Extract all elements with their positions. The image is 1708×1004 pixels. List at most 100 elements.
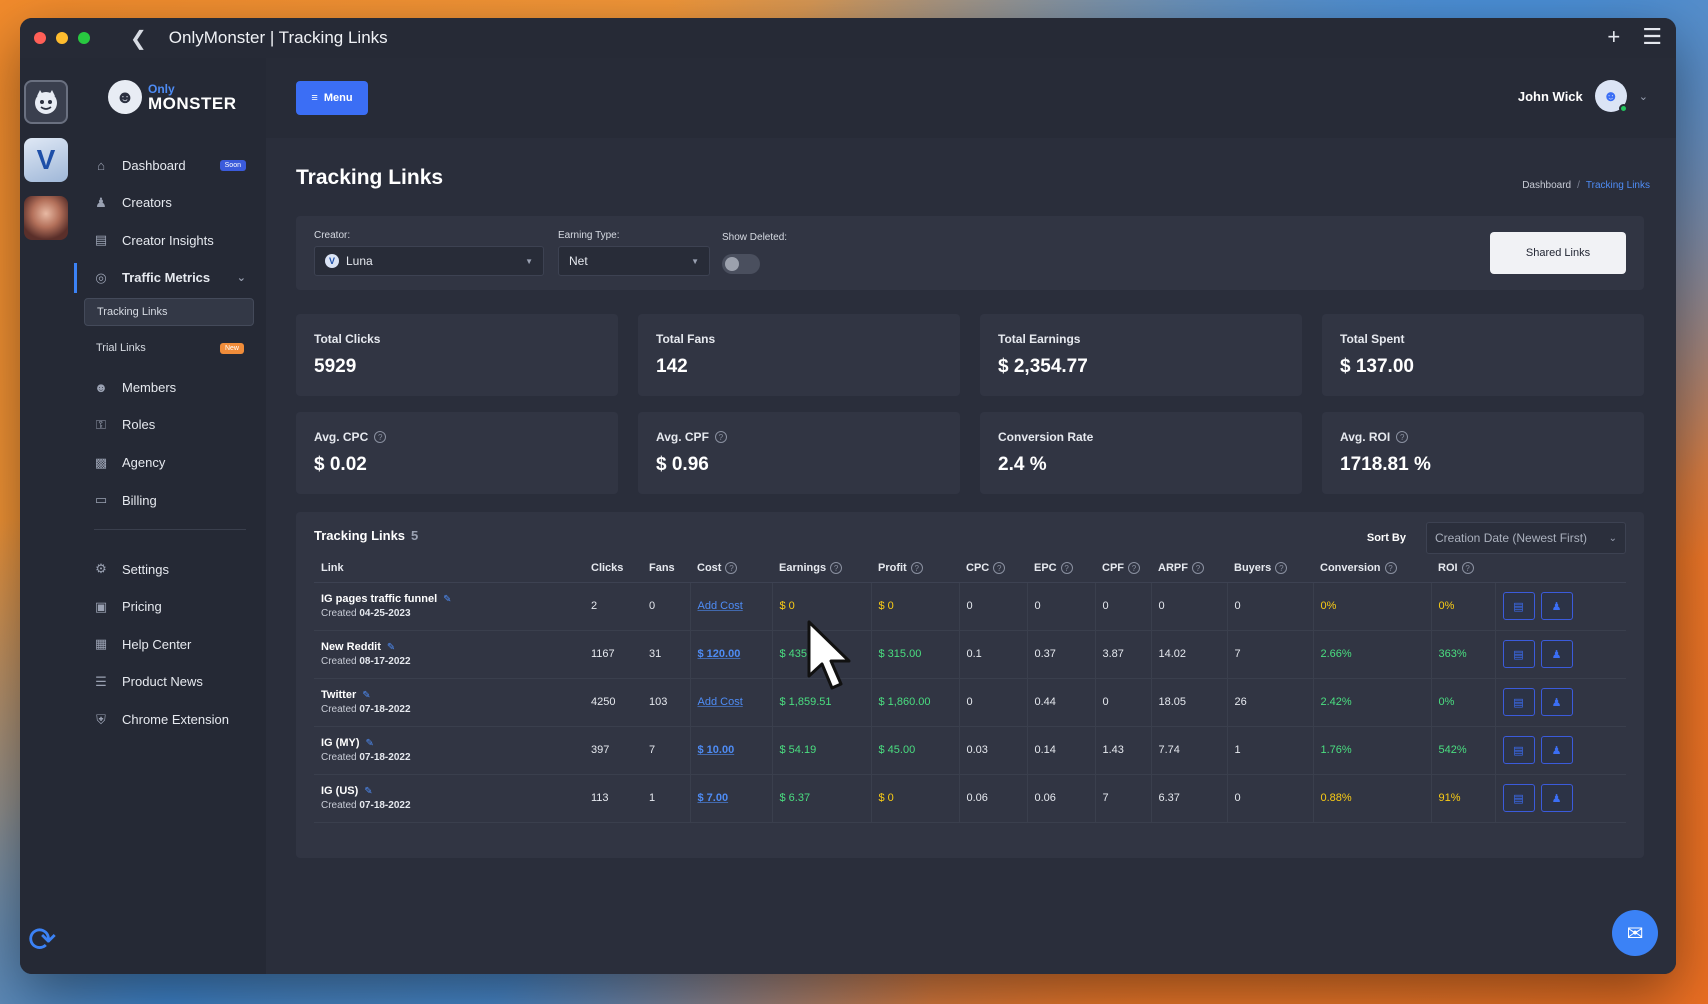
chart-icon[interactable]: ▤ [1502, 784, 1535, 812]
close-window-button[interactable] [34, 32, 46, 44]
menu-button[interactable]: ≡ Menu [296, 81, 368, 115]
sidebar-item-traffic-metrics[interactable]: ◎ Traffic Metrics ⌄ [74, 261, 266, 295]
logo[interactable]: ☻ Only MONSTER [108, 80, 237, 114]
link-name[interactable]: IG (US) [321, 785, 359, 797]
sidebar-item-creator-insights[interactable]: ▤ Creator Insights [74, 223, 266, 257]
edit-link-icon[interactable]: ✎ [365, 737, 374, 749]
link-name[interactable]: IG (MY) [321, 737, 360, 749]
col-conversion[interactable]: Conversion? [1313, 554, 1431, 583]
show-deleted-toggle[interactable] [722, 254, 760, 274]
plus-icon[interactable]: + [1607, 24, 1621, 49]
sidebar-nav: ⌂ Dashboard Soon ♟ Creators ▤ Creator In… [74, 148, 266, 740]
col-cpc[interactable]: CPC? [959, 554, 1027, 583]
sidebar-item-help-center[interactable]: ▦ Help Center [74, 627, 266, 661]
users-icon[interactable]: ♟ [1540, 784, 1573, 812]
add-cost-link[interactable]: Add Cost [697, 696, 743, 708]
stat-label-wrap: Avg. CPF? [656, 430, 727, 444]
help-icon[interactable]: ? [1128, 562, 1140, 574]
chart-icon[interactable]: ▤ [1502, 592, 1535, 620]
sidebar-item-product-news[interactable]: ☰ Product News [74, 665, 266, 699]
edit-link-icon[interactable]: ✎ [386, 641, 396, 653]
help-icon[interactable]: ? [714, 431, 727, 443]
sort-select[interactable]: Creation Date (Newest First) ⌄ [1426, 522, 1626, 554]
creator-select[interactable]: V Luna ▼ [314, 246, 544, 276]
chart-icon[interactable]: ▤ [1502, 640, 1535, 668]
col-profit[interactable]: Profit? [871, 554, 959, 583]
help-icon[interactable]: ? [910, 562, 923, 574]
sidebar-item-billing[interactable]: ▭ Billing [74, 483, 266, 517]
chart-icon[interactable]: ▤ [1502, 736, 1535, 764]
avatar[interactable]: ☻ [1594, 80, 1628, 113]
cost-link[interactable]: $ 7.00 [697, 792, 729, 804]
minimize-window-button[interactable] [56, 32, 68, 44]
account-avatar-v[interactable]: V [24, 138, 68, 182]
cost-link[interactable]: $ 120.00 [697, 648, 741, 660]
chart-icon[interactable]: ▤ [1502, 688, 1535, 716]
users-icon[interactable]: ♟ [1540, 736, 1573, 764]
profit-cell: $ 315.00 [870, 630, 959, 679]
users-icon[interactable]: ♟ [1540, 592, 1573, 620]
add-cost-link[interactable]: Add Cost [697, 600, 743, 612]
sidebar-item-settings[interactable]: ⚙ Settings [74, 552, 266, 586]
edit-link-icon[interactable]: ✎ [364, 785, 373, 797]
account-avatar-monster[interactable] [24, 80, 68, 124]
link-name[interactable]: IG pages traffic funnel [321, 593, 438, 605]
cost-link[interactable]: $ 10.00 [697, 744, 735, 756]
sidebar-item-pricing[interactable]: ▣ Pricing [74, 590, 266, 624]
earning-type-select[interactable]: Net ▼ [558, 246, 710, 276]
chevron-down-icon: ⌄ [1608, 532, 1617, 544]
sidebar-item-creators[interactable]: ♟ Creators [74, 186, 266, 220]
users-icon[interactable]: ♟ [1540, 640, 1573, 668]
help-icon[interactable]: ? [1384, 562, 1397, 574]
chevron-down-icon[interactable]: ⌄ [1638, 90, 1648, 103]
chevron-left-icon[interactable]: ❮ [130, 27, 147, 50]
help-icon[interactable]: ? [1060, 562, 1073, 574]
col-epc[interactable]: EPC? [1027, 554, 1095, 583]
sidebar-item-members[interactable]: ☻ Members [74, 370, 266, 404]
sidebar-item-agency[interactable]: ▩ Agency [74, 446, 266, 480]
help-icon[interactable]: ? [374, 431, 387, 443]
help-icon[interactable]: ? [1191, 562, 1204, 574]
help-icon[interactable]: ? [1461, 562, 1474, 574]
epc-cell: 0.44 [1026, 678, 1095, 727]
shared-links-button[interactable]: Shared Links [1490, 232, 1626, 274]
fans-cell: 0 [642, 582, 690, 631]
col-roi[interactable]: ROI? [1431, 554, 1495, 583]
help-icon[interactable]: ? [1275, 562, 1288, 574]
fans-cell: 103 [642, 678, 690, 727]
col-cpf[interactable]: CPF? [1095, 554, 1151, 583]
sidebar-item-roles[interactable]: ⚿ Roles [74, 408, 266, 442]
stat-value: 2.4 % [998, 454, 1047, 475]
users-icon[interactable]: ♟ [1540, 688, 1573, 716]
link-name[interactable]: Twitter [321, 689, 357, 701]
col-arpf[interactable]: ARPF? [1151, 554, 1227, 583]
sidebar-item-chrome-extension[interactable]: ⛨ Chrome Extension [74, 703, 266, 737]
help-icon[interactable]: ? [830, 562, 843, 574]
logo-text-monster: MONSTER [148, 93, 237, 113]
user-menu[interactable]: John Wick ☻ ⌄ [1518, 80, 1648, 113]
maximize-window-button[interactable] [78, 32, 90, 44]
sidebar-item-dashboard[interactable]: ⌂ Dashboard Soon [74, 148, 266, 182]
col-fans[interactable]: Fans [642, 554, 690, 583]
help-icon[interactable]: ? [1396, 431, 1409, 443]
chat-icon[interactable]: ✉ [1612, 910, 1658, 956]
sidebar-item-tracking-links[interactable]: Tracking Links [84, 298, 254, 327]
col-clicks[interactable]: Clicks [584, 554, 642, 583]
help-icon[interactable]: ? [993, 562, 1006, 574]
edit-link-icon[interactable]: ✎ [362, 689, 371, 701]
col-earnings[interactable]: Earnings? [772, 554, 871, 583]
edit-link-icon[interactable]: ✎ [443, 593, 452, 605]
cost-cell: $ 10.00 [689, 726, 772, 775]
col-cost[interactable]: Cost? [690, 554, 772, 583]
account-avatar-creator[interactable] [24, 196, 68, 240]
earnings-cell: $ 6.37 [771, 774, 871, 823]
col-buyers[interactable]: Buyers? [1227, 554, 1313, 583]
caret-down-icon: ▼ [691, 256, 699, 266]
roi-cell: 0% [1430, 678, 1495, 727]
sidebar-item-trial-links[interactable]: Trial Links New [84, 334, 254, 362]
help-icon[interactable]: ? [725, 562, 738, 574]
hamburger-icon[interactable]: ☰ [1642, 24, 1662, 49]
breadcrumb-dashboard[interactable]: Dashboard [1522, 180, 1572, 191]
link-name[interactable]: New Reddit [321, 641, 381, 653]
refresh-icon[interactable]: ⟳ [28, 921, 57, 959]
